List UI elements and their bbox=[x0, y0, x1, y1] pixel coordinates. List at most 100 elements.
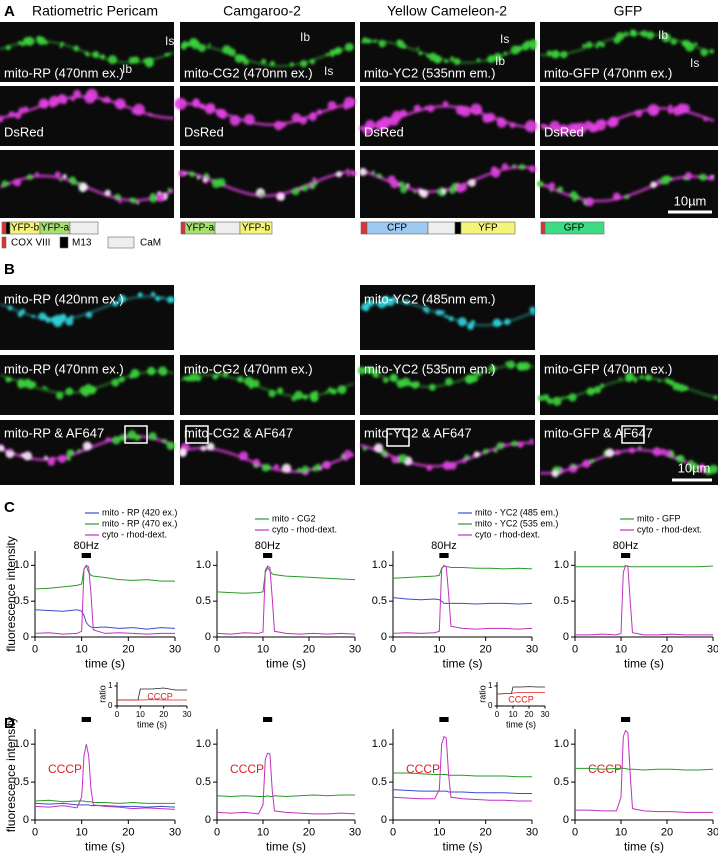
bouton bbox=[60, 314, 67, 320]
bouton bbox=[148, 368, 155, 375]
bouton bbox=[65, 387, 74, 396]
micrograph bbox=[360, 150, 535, 218]
annotation: CCCP bbox=[406, 762, 440, 776]
stimulus-bar bbox=[621, 553, 631, 558]
x-tick-label: 20 bbox=[122, 644, 134, 656]
micrograph-signal bbox=[358, 163, 536, 198]
bouton bbox=[43, 40, 48, 45]
bouton bbox=[502, 442, 506, 446]
bouton bbox=[529, 39, 537, 47]
bouton bbox=[612, 192, 621, 201]
bouton bbox=[450, 56, 455, 62]
bouton bbox=[486, 56, 493, 63]
bouton bbox=[197, 176, 200, 180]
bouton bbox=[552, 396, 562, 406]
bouton bbox=[138, 293, 142, 297]
bouton bbox=[189, 171, 195, 177]
series-line bbox=[496, 686, 545, 695]
bouton bbox=[453, 58, 461, 66]
bouton bbox=[291, 396, 297, 402]
bouton bbox=[112, 300, 119, 307]
bouton bbox=[150, 291, 156, 297]
bouton bbox=[343, 450, 353, 459]
bouton bbox=[85, 311, 93, 319]
bouton bbox=[521, 42, 530, 51]
bouton bbox=[59, 178, 62, 182]
bouton bbox=[405, 183, 410, 188]
bouton bbox=[476, 58, 481, 62]
y-tick-label: 1.0 bbox=[372, 738, 387, 750]
bouton bbox=[423, 306, 430, 313]
bouton bbox=[149, 196, 157, 203]
bouton bbox=[382, 377, 389, 384]
bouton bbox=[473, 451, 480, 458]
image-label: mito-YC2 (535nm em.) bbox=[364, 65, 495, 80]
x-tick-label: 20 bbox=[661, 827, 673, 839]
bouton bbox=[189, 373, 198, 382]
bouton bbox=[511, 440, 518, 447]
bouton bbox=[677, 384, 686, 392]
bouton bbox=[444, 314, 449, 319]
y-tick-label: 0 bbox=[205, 814, 211, 826]
bouton bbox=[509, 122, 516, 129]
x-tick-label: 0 bbox=[572, 644, 578, 656]
x-tick-label: 30 bbox=[169, 827, 181, 839]
bouton bbox=[217, 372, 221, 376]
bouton bbox=[623, 31, 629, 37]
bouton bbox=[86, 444, 91, 448]
y-tick-label: 0 bbox=[108, 701, 113, 710]
bouton bbox=[269, 60, 276, 67]
micrograph-signal bbox=[0, 291, 175, 328]
y-tick-label: 0 bbox=[563, 631, 569, 643]
bouton bbox=[346, 168, 350, 172]
series-line bbox=[34, 744, 176, 810]
bouton bbox=[99, 54, 106, 60]
y-tick-label: 1 bbox=[488, 681, 493, 690]
y-tick-label: 0.5 bbox=[554, 595, 569, 607]
bouton bbox=[206, 442, 215, 451]
bouton bbox=[665, 181, 669, 185]
bouton bbox=[668, 379, 675, 386]
y-tick-label: 1.0 bbox=[196, 559, 211, 571]
bouton bbox=[574, 193, 578, 198]
bouton bbox=[276, 387, 284, 394]
bouton bbox=[585, 41, 593, 48]
bouton bbox=[448, 316, 454, 322]
bouton bbox=[441, 189, 447, 195]
bouton bbox=[130, 197, 137, 204]
micrograph-signal bbox=[357, 360, 535, 391]
bouton bbox=[493, 448, 498, 453]
bouton bbox=[8, 448, 13, 453]
stimulus-bar bbox=[81, 717, 91, 722]
bouton bbox=[114, 98, 126, 110]
panel-label: C bbox=[4, 499, 15, 516]
bouton bbox=[346, 173, 350, 177]
image-label: mito-YC2 (535nm em.) bbox=[364, 361, 495, 376]
bouton bbox=[49, 101, 56, 108]
annotation: CCCP bbox=[230, 762, 264, 776]
bouton bbox=[38, 98, 49, 109]
bouton bbox=[582, 43, 587, 49]
series-line bbox=[575, 565, 714, 568]
bouton bbox=[398, 181, 405, 188]
bouton bbox=[657, 379, 661, 383]
bouton bbox=[576, 130, 581, 135]
bouton bbox=[541, 123, 548, 130]
bouton bbox=[181, 40, 189, 48]
bouton bbox=[634, 109, 643, 118]
bouton bbox=[167, 187, 172, 192]
x-axis-label: time (s) bbox=[137, 720, 167, 730]
bouton bbox=[491, 168, 501, 178]
bouton bbox=[66, 456, 71, 461]
bouton bbox=[571, 463, 576, 469]
bouton bbox=[667, 108, 673, 114]
bouton bbox=[343, 96, 356, 109]
bouton bbox=[503, 51, 508, 56]
micrograph-signal bbox=[359, 37, 537, 66]
x-tick-label: 10 bbox=[433, 644, 445, 656]
bouton bbox=[77, 181, 82, 186]
bouton bbox=[294, 390, 304, 400]
bouton bbox=[595, 119, 607, 131]
bouton bbox=[468, 178, 476, 187]
